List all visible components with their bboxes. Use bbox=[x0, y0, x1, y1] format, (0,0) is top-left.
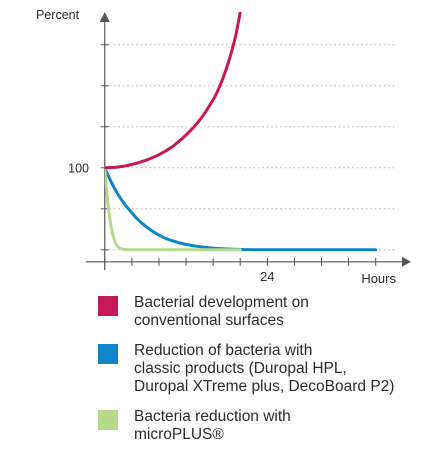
series-line-classic bbox=[104, 166, 378, 252]
legend-item-conventional: Bacterial development on conventional su… bbox=[98, 294, 430, 330]
legend: Bacterial development on conventional su… bbox=[98, 294, 430, 444]
x-axis-label: Hours bbox=[361, 271, 396, 286]
grid bbox=[104, 44, 396, 251]
ticks: 24 100 bbox=[68, 44, 377, 284]
legend-swatch-conventional bbox=[98, 296, 118, 316]
legend-label-classic: Reduction of bacteria with classic produ… bbox=[134, 342, 395, 395]
legend-swatch-classic bbox=[98, 344, 118, 364]
legend-label-microplus: Bacteria reduction with microPLUS® bbox=[134, 408, 291, 443]
legend-item-classic: Reduction of bacteria with classic produ… bbox=[98, 342, 430, 396]
legend-swatch-microplus bbox=[98, 410, 118, 430]
series-lines bbox=[104, 12, 378, 252]
x-tick-label-0: 24 bbox=[260, 269, 274, 284]
series-line-microplus bbox=[104, 166, 242, 252]
y-tick-label-0: 100 bbox=[68, 161, 89, 175]
axes bbox=[86, 12, 411, 270]
chart: 24 100 Percent Hours bbox=[36, 8, 411, 286]
y-axis-label: Percent bbox=[36, 8, 80, 22]
x-axis-arrow bbox=[402, 256, 411, 267]
legend-item-microplus: Bacteria reduction with microPLUS® bbox=[98, 408, 430, 444]
legend-label-conventional: Bacterial development on conventional su… bbox=[134, 294, 309, 329]
y-axis-arrow bbox=[99, 12, 110, 22]
series-line-conventional bbox=[104, 12, 242, 170]
